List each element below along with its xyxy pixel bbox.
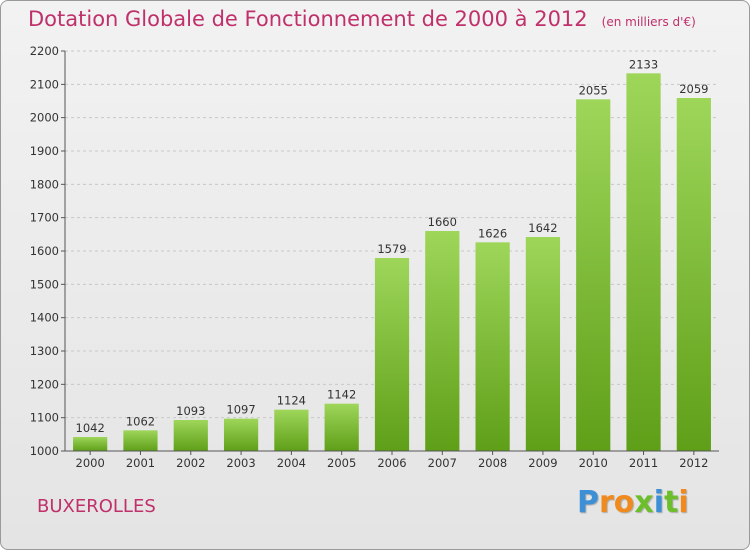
proxiti-logo: Proxiti [577, 485, 689, 520]
y-tick-label: 2000 [30, 111, 59, 125]
logo-letter: x [634, 485, 654, 520]
x-tick-label: 2007 [428, 456, 457, 470]
x-tick-label: 2010 [579, 456, 608, 470]
y-tick-label: 1300 [30, 344, 59, 358]
commune-name: BUXEROLLES [37, 496, 156, 517]
y-tick-label: 1800 [30, 177, 59, 191]
x-tick-label: 2012 [679, 456, 708, 470]
bar [676, 98, 711, 451]
data-labels: 1042 1062 1093 1097 1124 1142 1579 1660 1626 1642… [76, 57, 709, 435]
data-label: 1042 [76, 421, 105, 435]
y-tick-label: 2200 [30, 44, 59, 58]
bar [324, 403, 359, 451]
data-label: 1124 [277, 394, 306, 408]
chart-title: Dotation Globale de Fonctionnement de 20… [28, 7, 696, 31]
x-tick-label: 2003 [226, 456, 255, 470]
data-label: 2059 [679, 82, 708, 96]
x-tick-label: 2004 [277, 456, 306, 470]
x-tick-label: 2009 [528, 456, 557, 470]
bar [626, 73, 661, 451]
bar [123, 430, 158, 451]
bar [475, 242, 510, 451]
bars [73, 73, 711, 451]
y-tick-label: 1600 [30, 244, 59, 258]
logo-letter: o [613, 485, 635, 520]
chart-unit: (en milliers d'€) [601, 15, 696, 29]
bar [425, 231, 460, 451]
x-axis: 2000 2001 2002 2003 2004 2005 2006 2007 2008 2009… [65, 450, 719, 470]
logo-letter: P [577, 485, 599, 520]
logo-letter: t [664, 485, 679, 520]
bar [73, 437, 108, 451]
data-label: 1642 [528, 221, 557, 235]
x-tick-label: 2008 [478, 456, 507, 470]
data-label: 1093 [176, 404, 205, 418]
logo-letter: i [653, 485, 665, 520]
data-label: 2133 [629, 57, 658, 71]
data-label: 1626 [478, 226, 507, 240]
y-tick-label: 1900 [30, 144, 59, 158]
data-label: 1579 [377, 242, 406, 256]
y-tick-label: 1100 [30, 411, 59, 425]
x-tick-label: 2002 [176, 456, 205, 470]
y-tick-label: 1500 [30, 277, 59, 291]
y-tick-label: 1700 [30, 211, 59, 225]
bar [274, 409, 309, 451]
data-label: 1142 [327, 388, 356, 402]
data-label: 2055 [579, 83, 608, 97]
y-tick-label: 1000 [30, 444, 59, 458]
y-tick-label: 1400 [30, 311, 59, 325]
x-tick-label: 2006 [377, 456, 406, 470]
data-label: 1097 [226, 403, 255, 417]
bar [525, 237, 561, 451]
data-label: 1062 [126, 414, 155, 428]
bar [374, 258, 410, 451]
x-tick-label: 2005 [327, 456, 356, 470]
bar [223, 418, 259, 451]
data-label: 1660 [428, 215, 457, 229]
logo-letter: r [599, 485, 614, 520]
x-tick-label: 2001 [126, 456, 155, 470]
bar [173, 420, 208, 451]
y-tick-label: 2100 [30, 77, 59, 91]
logo-letter: i [678, 485, 689, 520]
y-axis: 1000 1100 1200 1300 1400 1500 1600 1700 1800 1900… [30, 44, 66, 458]
chart-title-text: Dotation Globale de Fonctionnement de 20… [28, 7, 588, 31]
x-tick-label: 2011 [629, 456, 658, 470]
bar [576, 99, 611, 451]
x-tick-label: 2000 [76, 456, 105, 470]
y-tick-label: 1200 [30, 377, 59, 391]
